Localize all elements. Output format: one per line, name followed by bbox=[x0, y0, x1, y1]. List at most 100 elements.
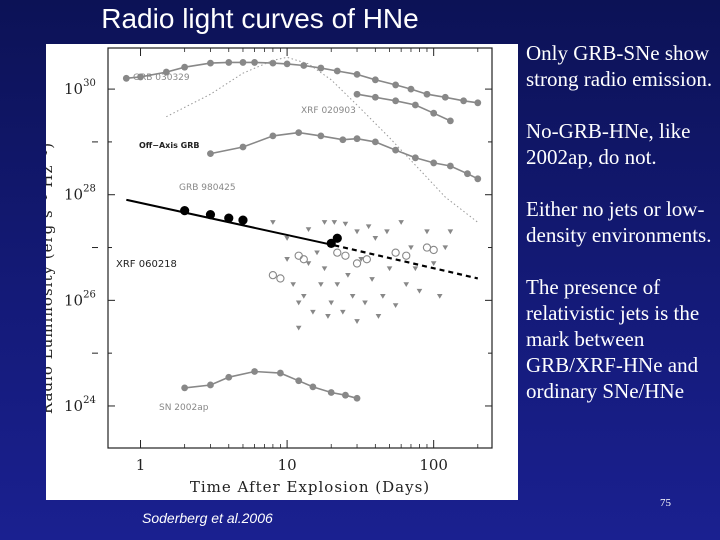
xrf-020903-line bbox=[356, 93, 451, 122]
upper-limit-triangle bbox=[354, 319, 360, 324]
upper-limit-triangle bbox=[392, 303, 399, 309]
sn-2002ap-point bbox=[181, 384, 189, 392]
grb-980425-point bbox=[339, 136, 347, 144]
open-circle-point bbox=[422, 243, 432, 252]
curve-label: GRB 980425 bbox=[179, 183, 236, 193]
grb-030329-point bbox=[423, 90, 431, 98]
grb-030329-point bbox=[317, 64, 325, 72]
xrf-020903-point bbox=[446, 117, 454, 125]
upper-limit-triangle bbox=[372, 236, 379, 241]
xrf-020903-point bbox=[411, 101, 419, 109]
xrf-060218-point bbox=[224, 213, 234, 223]
xrf-060218-point bbox=[205, 210, 216, 220]
grb-030329-point bbox=[283, 60, 291, 68]
grb-030329-point bbox=[474, 99, 482, 107]
bullet-list: Only GRB-SNe show strong radio emission.… bbox=[526, 40, 716, 430]
sn-2002ap-point bbox=[207, 381, 214, 389]
xrf-060218-point bbox=[332, 233, 342, 243]
y-tick-label: 1028 bbox=[64, 184, 96, 204]
sn-2002ap-line bbox=[184, 370, 358, 400]
sn-2002ap-point bbox=[327, 389, 335, 396]
upper-limit-triangle bbox=[340, 309, 346, 315]
grb-030329-point bbox=[207, 59, 214, 67]
bullet-item: The presence of relativistic jets is the… bbox=[526, 275, 700, 403]
open-circle-point bbox=[341, 251, 350, 260]
upper-limit-triangle bbox=[386, 266, 393, 272]
upper-limit-triangle bbox=[408, 245, 414, 251]
grb-980425-point bbox=[295, 129, 303, 137]
grb-980425-point bbox=[353, 135, 361, 143]
upper-limit-triangle bbox=[384, 229, 390, 235]
sn-2002ap-point bbox=[276, 369, 284, 377]
xrf-060218-point bbox=[326, 238, 336, 248]
grb-030329-point bbox=[300, 62, 308, 69]
sn-2002ap-point bbox=[295, 377, 303, 385]
grb-030329-point bbox=[441, 93, 449, 101]
off-axis-grb-curve bbox=[166, 56, 479, 223]
upper-limit-triangle bbox=[328, 300, 335, 306]
grb-030329-point bbox=[181, 63, 189, 71]
upper-limit-triangle bbox=[349, 293, 356, 299]
grb-030329-point bbox=[162, 68, 170, 76]
upper-limit-triangle bbox=[442, 245, 449, 251]
grb-030329-point bbox=[353, 70, 361, 78]
upper-limit-triangle bbox=[290, 282, 296, 288]
upper-limit-triangle bbox=[305, 227, 312, 233]
grb-030329-point bbox=[251, 59, 258, 66]
xrf-020903-point bbox=[430, 109, 438, 117]
upper-limit-triangle bbox=[284, 236, 290, 241]
sn-2002ap-point bbox=[225, 373, 233, 381]
upper-limit-triangle bbox=[424, 229, 430, 235]
xrf-060218-fit-solid bbox=[126, 198, 335, 247]
curve-label: SN 2002ap bbox=[159, 403, 209, 413]
sn-2002ap-point bbox=[251, 368, 258, 375]
upper-limit-triangle bbox=[295, 300, 302, 306]
open-circle-point bbox=[268, 270, 278, 280]
upper-limit-triangle bbox=[295, 325, 302, 331]
grb-030329-point bbox=[392, 81, 400, 89]
upper-limit-triangle bbox=[310, 309, 316, 315]
open-circle-point bbox=[333, 248, 342, 257]
plot-svg: 1024 1026 1028 1030 1 10 100 Time After Explosi… bbox=[46, 47, 493, 496]
curve-label: Off−Axis GRB bbox=[139, 141, 199, 150]
x-axis-label: Time After Explosion (Days) bbox=[190, 478, 430, 496]
grb-980425-point bbox=[207, 150, 214, 158]
open-circle-point bbox=[362, 255, 371, 264]
y-tick-label: 1030 bbox=[64, 78, 96, 98]
bullet-item: No-GRB-HNe, like 2002ap, do not. bbox=[526, 119, 691, 169]
open-circle-point bbox=[352, 259, 362, 268]
x-tick-label: 100 bbox=[419, 456, 448, 474]
y-axis-label: Radio Luminosity (erg s⁻¹ Hz⁻¹) bbox=[46, 142, 56, 414]
open-circle-point bbox=[299, 255, 308, 264]
upper-limit-triangle bbox=[362, 300, 368, 306]
grb-030329-point bbox=[333, 67, 341, 75]
y-tick-label: 1024 bbox=[64, 395, 96, 415]
xrf-060218-fit-dashed bbox=[334, 244, 479, 280]
upper-limit-triangle bbox=[318, 282, 324, 288]
grb-030329-point bbox=[225, 59, 233, 66]
grb-980425-point bbox=[430, 159, 438, 167]
xrf-020903-point bbox=[392, 97, 400, 105]
upper-limit-triangle bbox=[314, 250, 320, 256]
figure-credit: Soderberg et al.2006 bbox=[142, 510, 273, 526]
upper-limit-triangle bbox=[369, 277, 375, 282]
x-tick-label: 10 bbox=[278, 456, 297, 474]
radio-light-curve-figure: 1024 1026 1028 1030 1 10 100 Time After Explosi… bbox=[46, 44, 518, 500]
upper-limit-triangle bbox=[300, 293, 307, 299]
open-circle-point bbox=[294, 251, 303, 260]
sn-2002ap-point bbox=[353, 394, 361, 402]
grb-030329-point bbox=[371, 76, 379, 84]
curve-label: XRF 060218 bbox=[116, 259, 177, 270]
upper-limit-triangle bbox=[284, 257, 290, 262]
upper-limit-triangle bbox=[403, 282, 410, 288]
sn-2002ap-point bbox=[309, 383, 317, 391]
upper-limit-triangle bbox=[447, 229, 454, 235]
xrf-060218-point bbox=[180, 206, 190, 216]
x-tick-label: 1 bbox=[136, 456, 146, 474]
grb-980425-point bbox=[371, 138, 379, 146]
grb-980425-point bbox=[464, 170, 471, 178]
upper-limit-triangle bbox=[325, 314, 331, 319]
curve-label: XRF 020903 bbox=[301, 106, 356, 116]
slide-title: Radio light curves of HNe bbox=[101, 3, 419, 34]
grb-980425-point bbox=[239, 143, 247, 151]
